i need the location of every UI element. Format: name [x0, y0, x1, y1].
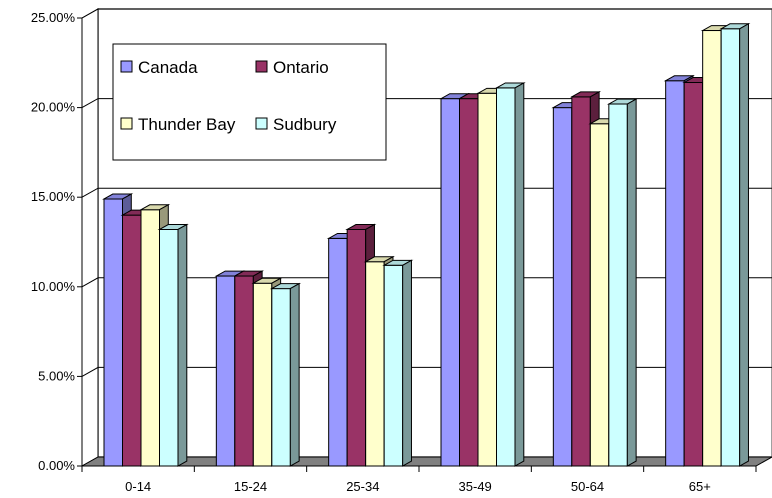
bar-front — [683, 82, 704, 467]
bar-side — [739, 22, 749, 467]
legend-label: Canada — [138, 58, 198, 77]
y-tick-label: 20.00% — [31, 100, 76, 115]
x-tick-label: 50-64 — [571, 479, 604, 494]
y-tick-label: 0.00% — [38, 458, 75, 473]
gridline — [81, 366, 772, 377]
bar-front — [477, 92, 497, 467]
legend: Canada Ontario Thunder Bay Sudbury — [112, 43, 387, 161]
gridline — [81, 98, 772, 109]
x-axis: 0-14 15-24 25-34 35-49 50-64 65+ — [81, 465, 757, 494]
bar — [157, 223, 189, 467]
bar-front — [328, 237, 348, 467]
bar-front — [159, 228, 179, 467]
gridline — [81, 8, 772, 19]
bar — [494, 82, 526, 467]
bar-front — [122, 214, 142, 467]
bar-front — [608, 103, 628, 467]
bar-side — [289, 282, 300, 467]
side-wall — [81, 8, 99, 467]
bar-side — [402, 259, 412, 467]
bar-side — [514, 82, 525, 467]
legend-swatch — [255, 60, 268, 73]
legend-swatch — [120, 60, 133, 73]
y-tick-label: 25.00% — [31, 10, 76, 25]
legend-swatch — [255, 117, 268, 130]
legend-label: Sudbury — [273, 115, 337, 134]
bar-front — [365, 261, 385, 467]
bar-front — [215, 275, 236, 467]
gridline — [81, 277, 772, 288]
bar-front — [571, 96, 591, 467]
bar-front — [720, 28, 741, 467]
bar — [719, 22, 751, 467]
bar-front — [140, 209, 160, 467]
bar-front — [665, 80, 685, 467]
x-tick-label: 0-14 — [125, 479, 151, 494]
legend-swatch — [120, 117, 133, 130]
bar-front — [383, 264, 404, 467]
bar-side — [177, 223, 188, 467]
y-tick-label: 5.00% — [38, 368, 75, 383]
bar — [606, 98, 639, 467]
x-tick-label: 25-34 — [346, 479, 379, 494]
legend-box — [112, 43, 387, 161]
bar-front — [440, 98, 460, 467]
bars — [102, 22, 751, 467]
bar-front — [346, 228, 367, 467]
gridline — [81, 187, 772, 198]
bar-front — [271, 288, 291, 467]
legend-label: Thunder Bay — [138, 115, 236, 134]
x-tick-label: 35-49 — [459, 479, 492, 494]
bar-front — [702, 30, 722, 467]
bar-front — [459, 98, 479, 467]
bar-front — [589, 123, 610, 467]
bar-front — [252, 282, 273, 467]
x-tick-label: 65+ — [689, 479, 711, 494]
x-tick-label: 15-24 — [234, 479, 267, 494]
bar-side — [626, 98, 637, 467]
y-tick-label: 10.00% — [31, 279, 76, 294]
gridlines — [81, 8, 772, 377]
legend-label: Ontario — [273, 58, 329, 77]
y-tick-label: 15.00% — [31, 189, 76, 204]
bar-front — [496, 87, 516, 467]
bar — [269, 282, 302, 467]
bar-front — [103, 198, 123, 467]
bar — [382, 259, 414, 467]
bar-front — [234, 275, 254, 467]
y-axis: 0.00% 5.00% 10.00% 15.00% 20.00% 25.00% — [31, 10, 83, 473]
bar-front — [552, 107, 573, 467]
